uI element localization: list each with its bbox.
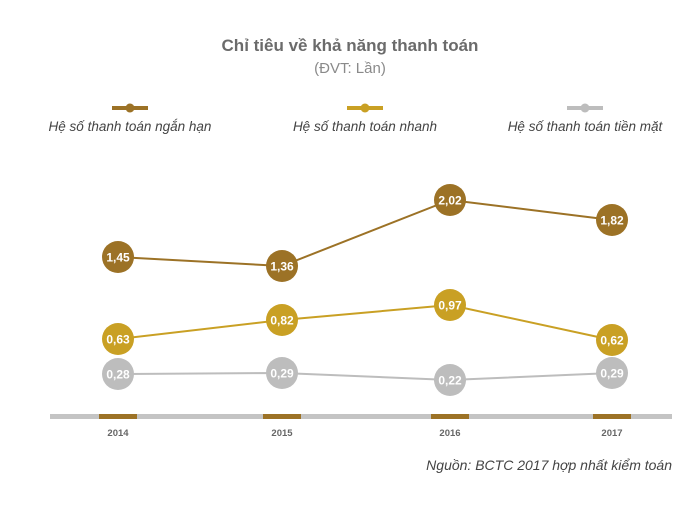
data-label: 0,22 [438, 374, 462, 388]
x-axis [50, 414, 672, 419]
data-label: 1,45 [106, 251, 130, 265]
data-label: 2,02 [438, 194, 462, 208]
data-label: 1,36 [270, 260, 294, 274]
series-line [117, 303, 613, 341]
data-point [102, 358, 134, 390]
chart-subtitle: (ĐVT: Lần) [314, 60, 386, 77]
x-tick-label: 2014 [107, 428, 129, 439]
legend-marker [112, 103, 148, 113]
data-label: 0,82 [270, 314, 294, 328]
legend-marker [347, 103, 383, 113]
x-tick-label: 2015 [271, 428, 293, 439]
data-point [596, 324, 628, 356]
legend-item-cash: Hệ số thanh toán tiền mặt [485, 103, 685, 134]
series-line [117, 198, 613, 268]
data-point [266, 250, 298, 282]
data-point [434, 364, 466, 396]
data-label: 0,97 [438, 299, 462, 313]
legend-label: Hệ số thanh toán ngắn hạn [48, 119, 212, 134]
x-tick [593, 414, 631, 419]
x-tick [263, 414, 301, 419]
x-tick-label: 2017 [601, 428, 622, 439]
legend-marker [567, 103, 603, 113]
data-point [266, 357, 298, 389]
data-point [266, 304, 298, 336]
series-line [117, 371, 613, 382]
data-label: 0,29 [600, 367, 624, 381]
legend-label: Hệ số thanh toán nhanh [292, 119, 438, 134]
x-tick [431, 414, 469, 419]
data-label: 1,82 [600, 214, 624, 228]
data-label: 0,63 [106, 333, 130, 347]
legend-item-short-term: Hệ số thanh toán ngắn hạn [40, 103, 220, 134]
data-point [596, 204, 628, 236]
data-label: 0,62 [600, 334, 624, 348]
data-point [102, 323, 134, 355]
source-note: Nguồn: BCTC 2017 hợp nhất kiểm toán [426, 457, 672, 473]
x-tick [99, 414, 137, 419]
data-point [102, 241, 134, 273]
data-point [596, 357, 628, 389]
legend-item-quick: Hệ số thanh toán nhanh [275, 103, 455, 134]
legend-label: Hệ số thanh toán tiền mặt [507, 119, 663, 134]
x-tick-label: 2016 [439, 428, 460, 439]
data-point [434, 184, 466, 216]
chart-title: Chỉ tiêu về khả năng thanh toán [221, 36, 479, 55]
data-point [434, 289, 466, 321]
data-label: 0,28 [106, 368, 130, 382]
data-label: 0,29 [270, 367, 294, 381]
